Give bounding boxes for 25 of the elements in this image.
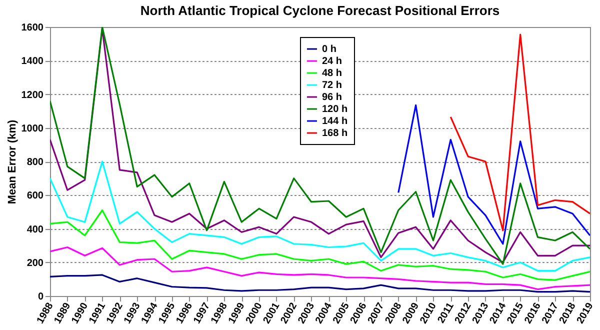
legend-label: 96 h	[322, 92, 342, 103]
line-series	[398, 104, 590, 245]
legend-label: 168 h	[322, 128, 348, 139]
y-tick-label: 1400	[21, 56, 44, 68]
line-series	[50, 160, 590, 272]
legend-label: 72 h	[322, 80, 342, 91]
y-tick-label: 1000	[21, 123, 44, 134]
y-tick-label: 200	[26, 258, 44, 269]
line-series	[50, 209, 590, 281]
y-tick-label: 800	[26, 157, 44, 168]
y-tick-label: 0	[38, 292, 44, 302]
legend-label: 144 h	[322, 116, 348, 127]
legend-label: 48 h	[322, 68, 342, 79]
legend-label: 120 h	[322, 104, 348, 115]
legend-label: 0 h	[322, 44, 336, 55]
line-series	[50, 246, 590, 290]
line-series	[50, 274, 590, 293]
legend-label: 24 h	[322, 56, 342, 67]
y-tick-label: 1200	[21, 90, 44, 101]
y-tick-label: 600	[26, 190, 44, 202]
y-tick-label: 400	[26, 224, 44, 236]
chart-title: North Atlantic Tropical Cyclone Forecast Positional Errors	[140, 3, 500, 18]
y-axis-title: Mean Error (km)	[6, 119, 18, 204]
y-tick-label: 1600	[21, 22, 44, 34]
line-series	[450, 34, 590, 232]
